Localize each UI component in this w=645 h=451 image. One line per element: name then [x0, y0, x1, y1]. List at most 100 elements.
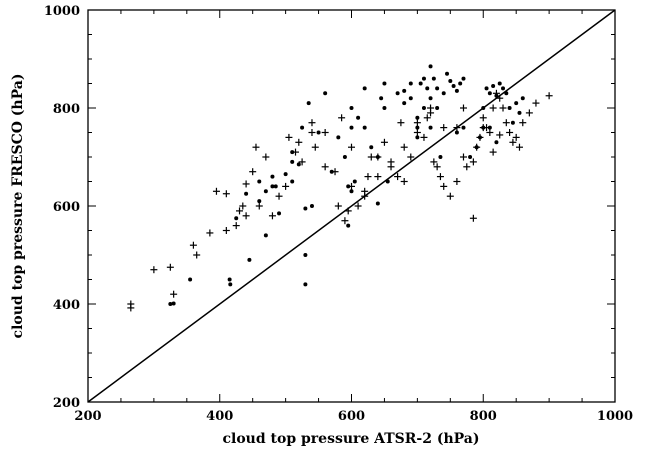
data-point-plus	[222, 190, 230, 198]
data-point-dot	[517, 110, 522, 115]
data-point-dot	[290, 159, 295, 164]
data-point-dot	[451, 83, 456, 88]
data-point-plus	[285, 133, 293, 141]
data-point-dot	[415, 115, 420, 120]
data-point-dot	[171, 301, 176, 306]
data-point-plus	[166, 263, 174, 271]
data-point-dot	[342, 155, 347, 159]
data-point-dot	[382, 81, 387, 86]
data-point-dot	[349, 125, 354, 130]
data-point-plus	[127, 304, 135, 312]
y-axis-label: cloud top pressure FRESCO (hPa)	[10, 74, 26, 339]
data-point-plus	[275, 192, 283, 200]
data-point-dot	[385, 179, 390, 184]
data-point-dot	[501, 86, 506, 91]
data-point-dot	[300, 125, 305, 130]
data-point-dot	[349, 106, 354, 110]
data-point-dot	[402, 101, 407, 106]
data-points	[127, 64, 553, 312]
data-point-plus	[341, 217, 349, 225]
data-point-plus	[374, 153, 382, 161]
data-point-plus	[430, 158, 438, 166]
x-axis-label: cloud top pressure ATSR-2 (hPa)	[223, 431, 480, 447]
data-point-dot	[352, 179, 357, 184]
data-point-plus	[496, 131, 504, 139]
data-point-plus	[459, 104, 467, 112]
data-point-dot	[408, 81, 413, 86]
data-point-plus	[427, 109, 435, 117]
data-point-dot	[290, 179, 295, 184]
data-point-plus	[354, 202, 362, 210]
data-point-plus	[489, 148, 497, 156]
data-point-dot	[382, 106, 387, 110]
data-point-plus	[532, 99, 540, 107]
data-point-dot	[349, 189, 354, 194]
data-point-plus	[262, 153, 270, 161]
data-point-plus	[525, 109, 533, 117]
data-point-dot	[491, 83, 496, 88]
data-point-plus	[397, 119, 405, 127]
data-point-plus	[436, 173, 444, 181]
data-point-plus	[453, 178, 461, 185]
data-point-plus	[463, 163, 471, 171]
data-point-dot	[244, 191, 249, 196]
data-point-plus	[519, 119, 527, 127]
data-point-plus	[348, 143, 355, 151]
data-point-dot	[408, 96, 413, 101]
y-tick-label: 600	[53, 200, 80, 215]
data-point-dot	[270, 184, 275, 189]
data-point-dot	[362, 125, 367, 130]
data-point-dot	[445, 71, 450, 76]
x-axis-ticks: 200 400 600 800 1000	[74, 10, 633, 424]
data-point-plus	[394, 173, 402, 181]
data-point-plus	[311, 143, 319, 151]
data-point-dot	[497, 81, 502, 86]
data-point-dot	[270, 174, 275, 179]
data-point-plus	[469, 158, 477, 166]
data-point-dot	[303, 282, 308, 287]
data-point-dot	[435, 86, 440, 91]
data-point-plus	[492, 89, 500, 97]
data-point-dot	[418, 81, 423, 86]
data-point-plus	[433, 163, 441, 171]
data-point-dot	[306, 101, 311, 106]
data-point-plus	[252, 143, 260, 151]
data-point-plus	[400, 178, 408, 185]
data-point-dot	[303, 206, 308, 211]
data-point-plus	[308, 119, 316, 127]
data-point-dot	[510, 120, 515, 125]
data-point-plus	[423, 114, 431, 122]
data-point-plus	[420, 133, 428, 141]
data-point-dot	[375, 201, 380, 206]
data-point-plus	[334, 202, 342, 210]
data-point-dot	[257, 179, 262, 184]
data-point-plus	[338, 114, 346, 122]
data-point-plus	[189, 241, 197, 249]
data-point-plus	[206, 229, 214, 237]
data-point-dot	[323, 91, 328, 96]
y-tick-label: 1000	[44, 4, 80, 19]
data-point-dot	[356, 115, 361, 120]
data-point-plus	[212, 187, 220, 195]
data-point-plus	[232, 222, 240, 230]
data-point-dot	[303, 253, 308, 257]
data-point-plus	[413, 129, 421, 136]
data-point-plus	[413, 119, 421, 127]
data-point-dot	[504, 91, 509, 96]
data-point-plus	[255, 202, 263, 210]
data-point-dot	[514, 101, 519, 106]
data-point-dot	[487, 91, 492, 96]
data-point-plus	[374, 173, 382, 181]
data-point-dot	[428, 96, 433, 101]
data-point-dot	[461, 125, 466, 130]
data-point-plus	[236, 207, 244, 215]
data-point-plus	[489, 104, 497, 112]
data-point-dot	[263, 233, 268, 238]
data-point-plus	[440, 124, 448, 132]
data-point-plus	[239, 202, 247, 210]
data-point-plus	[150, 266, 158, 274]
data-point-dot	[468, 155, 473, 159]
data-point-dot	[336, 135, 341, 140]
data-point-dot	[362, 86, 367, 91]
data-point-dot	[227, 277, 232, 282]
